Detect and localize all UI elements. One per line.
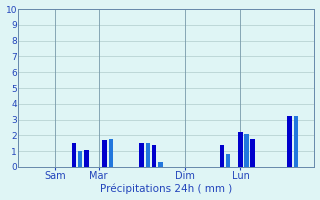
Bar [146, 143, 150, 167]
Bar [84, 150, 89, 167]
Bar [152, 145, 156, 167]
Bar [251, 139, 255, 167]
Bar [78, 151, 83, 167]
Bar [140, 143, 144, 167]
Bar [158, 162, 163, 167]
Bar [294, 116, 298, 167]
Bar [226, 154, 230, 167]
X-axis label: Précipitations 24h ( mm ): Précipitations 24h ( mm ) [100, 184, 233, 194]
Bar [287, 116, 292, 167]
Bar [238, 132, 243, 167]
Bar [108, 139, 113, 167]
Bar [72, 143, 76, 167]
Bar [244, 134, 249, 167]
Bar [220, 145, 224, 167]
Bar [102, 140, 107, 167]
